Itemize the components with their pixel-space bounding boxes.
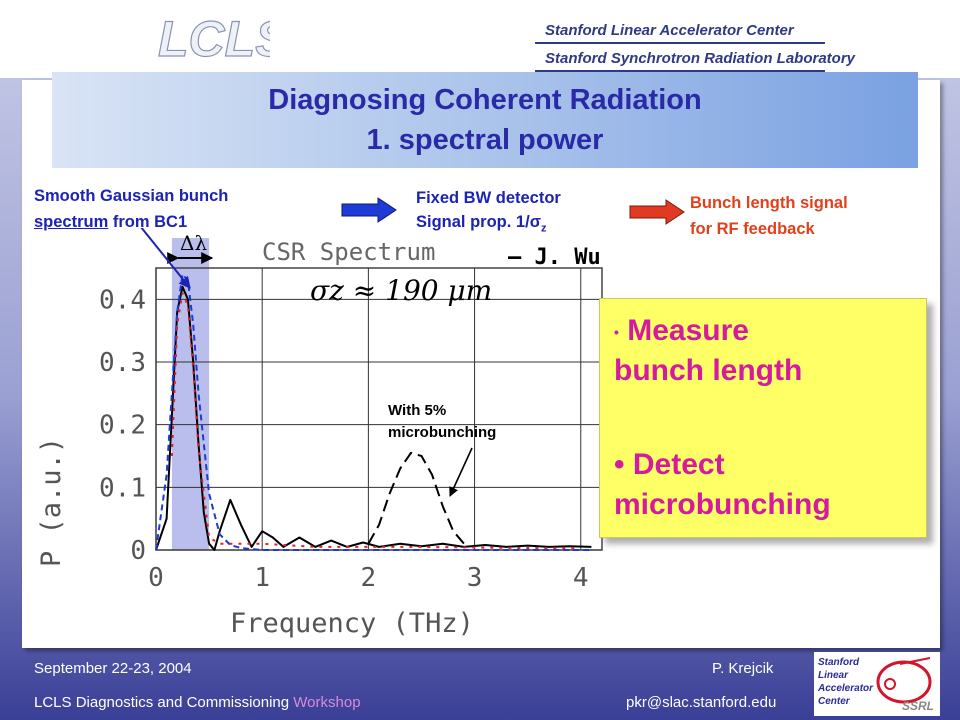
footer-email[interactable]: pkr@slac.stanford.edu	[626, 694, 777, 711]
footer-workshop-word: Workshop	[293, 694, 361, 711]
bullet-icon: •	[614, 448, 625, 481]
logo-line-2: Linear	[818, 670, 849, 681]
callout-bullet-1-line2: bunch length	[614, 354, 803, 387]
y-axis-label: P (a.u.)	[36, 437, 67, 567]
microbunching-note-line1: With 5%	[388, 402, 447, 419]
microbunching-pointer-arrow	[449, 447, 473, 497]
title-line-2: 1. spectral power	[366, 124, 604, 156]
callout-bullet-2-line1: Detect	[632, 448, 725, 481]
csr-spectrum-chart: 0 1 2 3 400.10.20.30.4 CSR Spectrum – J. Wu …	[36, 228, 603, 639]
header-band	[0, 0, 960, 78]
sigma-symbol: σ	[529, 213, 541, 231]
gaussian-pointer-arrow	[140, 228, 191, 289]
callout-bullet-2-line2: microbunching	[614, 488, 831, 521]
signal-note-line1: Bunch length signal	[690, 194, 848, 212]
lcls-logo-text: LCLS	[158, 11, 270, 67]
red-arrow-icon	[629, 199, 685, 225]
slac-ssrl-logo: Stanford Linear Accelerator Center SSRL	[814, 652, 940, 716]
callout-box: • Measure bunch length • Detect microbun…	[599, 298, 927, 538]
footer-date: September 22-23, 2004	[34, 660, 192, 677]
slac-name: Stanford Linear Accelerator Center	[545, 22, 794, 39]
slide-title: Diagnosing Coherent Radiation 1. spectra…	[52, 80, 918, 160]
x-axis-label: Frequency (THz)	[230, 608, 474, 639]
series-line-black-solid	[155, 285, 592, 551]
footer-workshop: LCLS Diagnostics and Commissioning Works…	[34, 694, 361, 711]
header-rule-1	[535, 42, 825, 44]
signal-note-line2: for RF feedback	[690, 220, 815, 238]
x-tick-label: 1	[254, 563, 270, 593]
y-tick-label: 0.2	[99, 411, 146, 441]
chart-title: CSR Spectrum	[262, 238, 435, 266]
footer-author: P. Krejcik	[712, 660, 774, 677]
detector-note: Fixed BW detector Signal prop. 1/σz	[416, 186, 561, 240]
lcls-logo: LCLS	[140, 10, 270, 68]
gaussian-note-line1: Smooth Gaussian bunch	[34, 187, 229, 205]
chart-grid	[155, 267, 603, 551]
y-tick-label: 0	[130, 536, 146, 566]
blue-arrow-icon	[341, 197, 397, 223]
detector-note-line2: Signal prop. 1/	[416, 213, 530, 231]
detector-note-line1: Fixed BW detector	[416, 189, 561, 207]
gaussian-note-rest: from BC1	[108, 213, 188, 231]
series-line-blue-dashed	[155, 273, 592, 551]
title-box	[52, 72, 918, 168]
sigma-subscript: z	[540, 222, 547, 235]
sigma-annotation: σz ≈ 190 μm	[310, 274, 492, 307]
y-tick-label: 0.3	[99, 348, 146, 378]
x-tick-label: 2	[361, 563, 377, 593]
x-tick-label: 0	[148, 563, 164, 593]
microbunching-note-line2: microbunching	[388, 424, 497, 441]
delta-lambda-label: Δλ	[180, 231, 207, 255]
chart-author: – J. Wu	[508, 245, 601, 270]
footer-workshop-prefix: LCLS Diagnostics and Commissioning	[34, 694, 294, 711]
y-tick-label: 0.1	[99, 473, 146, 503]
ssrl-text: SSRL	[902, 699, 934, 713]
series-line-red-dashed	[170, 292, 581, 550]
callout-bullet-1: • Measure	[614, 313, 749, 350]
bullet-icon: •	[614, 324, 619, 341]
logo-line-4: Center	[818, 696, 850, 707]
logo-line-3: Accelerator	[818, 683, 874, 694]
y-tick-label: 0.4	[99, 285, 146, 315]
signal-note: Bunch length signal for RF feedback	[690, 190, 848, 242]
title-line-1: Diagnosing Coherent Radiation	[268, 84, 702, 116]
plot-frame	[155, 267, 603, 551]
gaussian-note-underlined: spectrum	[34, 213, 109, 231]
ssrl-ring-icon: SSRL	[876, 657, 934, 713]
gaussian-note: Smooth Gaussian bunch spectrum from BC1	[34, 183, 228, 235]
microbunching-note: With 5% microbunching	[388, 400, 496, 444]
x-tick-label: 4	[573, 563, 589, 593]
x-tick-label: 3	[467, 563, 483, 593]
header-rule-2	[535, 70, 825, 72]
series-line-black-dashed-microbunching	[367, 451, 465, 545]
ssrl-name: Stanford Synchrotron Radiation Laborator…	[545, 50, 856, 67]
callout-bullet-2: • Detect	[614, 447, 725, 483]
callout-bullet-1-line1: Measure	[627, 314, 749, 347]
logo-line-1: Stanford	[818, 657, 860, 668]
